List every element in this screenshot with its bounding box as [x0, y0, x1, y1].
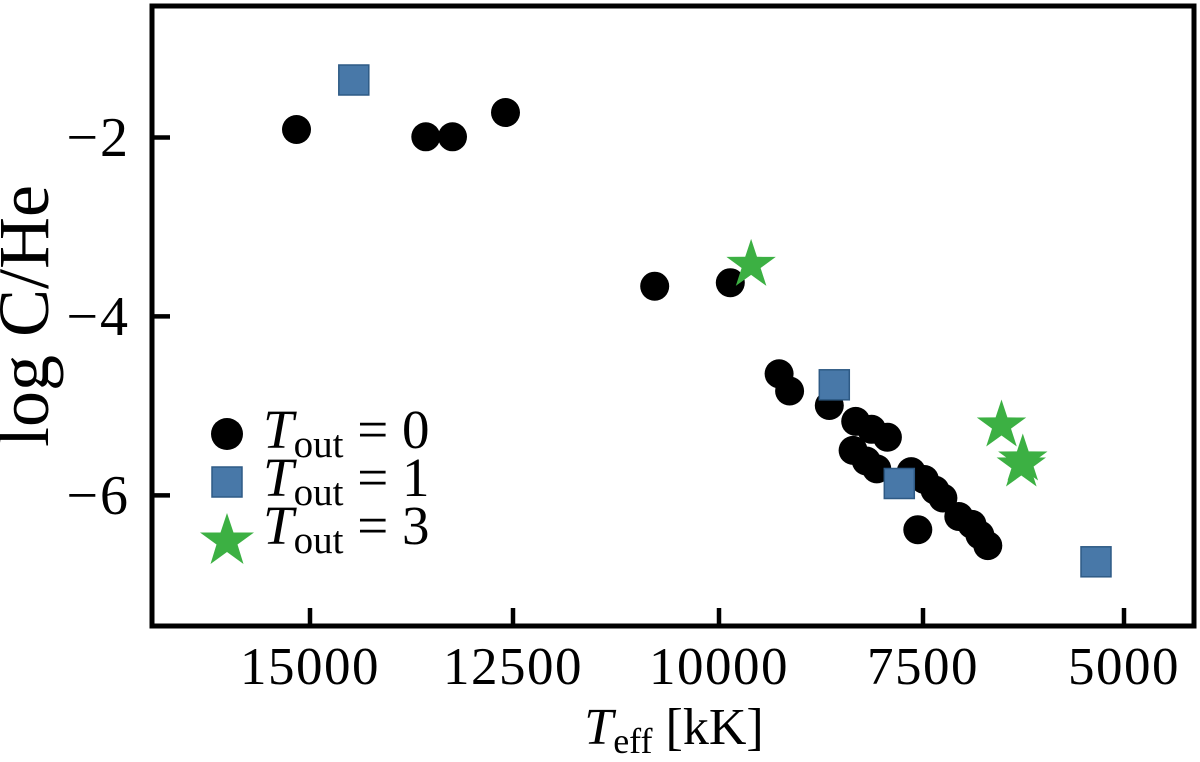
svg-text:10000: 10000 [649, 638, 789, 696]
svg-text:−4: −4 [66, 286, 130, 348]
svg-text:−2: −2 [66, 107, 130, 169]
svg-text:log C/He: log C/He [0, 185, 64, 447]
svg-text:Tout = 3: Tout = 3 [263, 495, 429, 562]
svg-text:−6: −6 [66, 465, 130, 527]
svg-text:12500: 12500 [443, 638, 583, 696]
svg-text:5000: 5000 [1068, 638, 1180, 696]
svg-text:7500: 7500 [867, 638, 979, 696]
svg-text:15000: 15000 [240, 638, 380, 696]
svg-text:Teff [kK]: Teff [kK] [584, 699, 763, 757]
